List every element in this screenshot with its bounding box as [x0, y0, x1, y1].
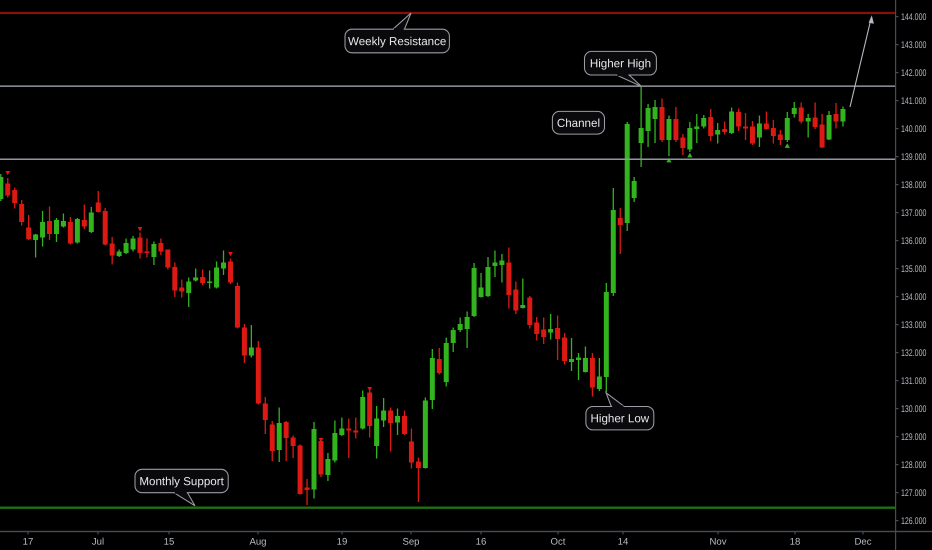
svg-text:Channel: Channel — [557, 117, 600, 130]
svg-text:Aug: Aug — [249, 537, 266, 548]
svg-text:Oct: Oct — [551, 537, 566, 548]
svg-text:131.000: 131.000 — [901, 376, 926, 387]
svg-text:137.000: 137.000 — [901, 208, 926, 219]
svg-text:Sep: Sep — [402, 537, 419, 548]
svg-text:126.000: 126.000 — [901, 516, 926, 527]
svg-text:15: 15 — [164, 537, 175, 548]
svg-text:141.000: 141.000 — [901, 96, 926, 107]
svg-text:Weekly Resistance: Weekly Resistance — [348, 35, 446, 48]
svg-text:Monthly Support: Monthly Support — [139, 475, 224, 488]
svg-text:127.000: 127.000 — [901, 488, 926, 499]
svg-text:19: 19 — [337, 537, 348, 548]
svg-text:136.000: 136.000 — [901, 236, 926, 247]
svg-text:Nov: Nov — [709, 537, 726, 548]
svg-text:17: 17 — [23, 537, 34, 548]
svg-text:140.000: 140.000 — [901, 124, 926, 135]
svg-text:Dec: Dec — [854, 537, 871, 548]
svg-text:134.000: 134.000 — [901, 292, 926, 303]
svg-text:130.000: 130.000 — [901, 404, 926, 415]
svg-text:139.000: 139.000 — [901, 152, 926, 163]
svg-text:132.000: 132.000 — [901, 348, 926, 359]
svg-text:18: 18 — [790, 537, 801, 548]
svg-text:135.000: 135.000 — [901, 264, 926, 275]
svg-text:144.000: 144.000 — [901, 12, 926, 23]
svg-text:142.000: 142.000 — [901, 68, 926, 79]
svg-text:Jul: Jul — [92, 537, 104, 548]
svg-text:133.000: 133.000 — [901, 320, 926, 331]
svg-text:138.000: 138.000 — [901, 180, 926, 191]
svg-text:128.000: 128.000 — [901, 460, 926, 471]
svg-text:Higher High: Higher High — [590, 57, 651, 70]
svg-text:14: 14 — [618, 537, 629, 548]
svg-text:Higher Low: Higher Low — [591, 412, 650, 425]
svg-text:143.000: 143.000 — [901, 40, 926, 51]
svg-text:16: 16 — [476, 537, 487, 548]
svg-text:129.000: 129.000 — [901, 432, 926, 443]
